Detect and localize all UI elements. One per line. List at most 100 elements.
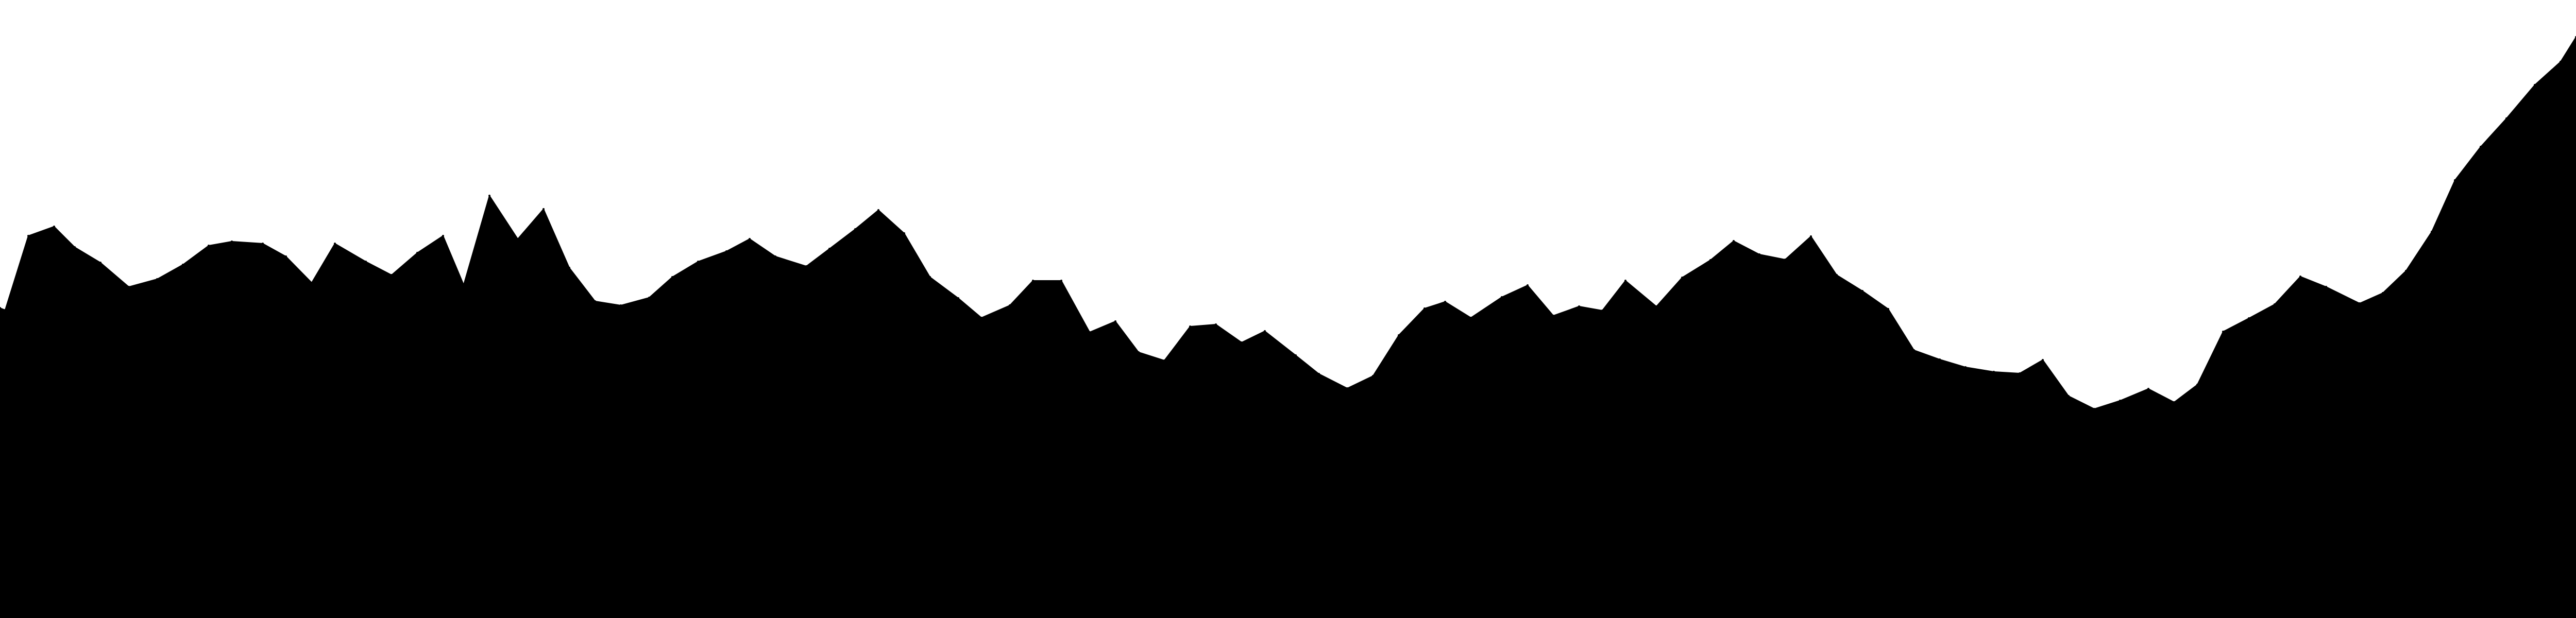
data-point-66 [1655,305,1657,307]
data-point-86 [2173,401,2175,403]
data-point-85 [2147,388,2149,390]
data-point-90 [2274,303,2276,305]
data-point-49 [1215,323,1217,325]
data-point-9 [182,264,184,266]
data-point-89 [2248,317,2250,319]
data-point-40 [980,317,982,319]
data-point-77 [1939,358,1941,360]
data-point-4 [53,226,55,228]
data-point-42 [1032,280,1034,282]
data-point-10 [208,245,210,247]
data-point-29 [697,261,699,263]
data-point-48 [1189,325,1191,328]
data-point-23 [543,208,545,210]
data-point-25 [594,300,596,302]
data-point-71 [1784,259,1786,261]
data-point-57 [1423,307,1426,310]
data-point-35 [854,228,856,230]
data-point-84 [2119,400,2121,402]
data-point-8 [156,278,158,280]
data-point-98 [2480,146,2482,148]
points-layer [0,36,2576,410]
data-point-17 [391,274,393,276]
data-point-44 [1089,331,1091,333]
data-point-68 [1709,259,1711,261]
data-point-55 [1372,375,1374,377]
data-point-41 [1009,304,1011,306]
data-point-22 [517,238,519,240]
data-point-47 [1163,359,1165,362]
data-point-100 [2534,84,2536,86]
data-point-46 [1138,351,1140,353]
data-point-60 [1501,296,1503,298]
data-point-24 [568,267,570,269]
data-point-18 [416,252,418,254]
data-point-70 [1758,253,1760,255]
data-point-39 [957,297,959,299]
data-point-56 [1398,334,1400,336]
data-point-21 [488,195,490,197]
data-point-36 [877,209,879,211]
data-point-69 [1733,240,1735,242]
data-point-73 [1836,274,1838,276]
data-point-83 [2093,408,2095,410]
data-point-1 [0,307,1,309]
data-point-12 [262,243,264,245]
data-point-13 [285,255,287,258]
data-point-38 [929,276,931,278]
data-point-52 [1295,354,1297,356]
data-point-45 [1114,320,1116,322]
data-point-78 [1964,366,1967,368]
data-point-101 [2560,61,2562,63]
data-point-93 [2359,302,2361,304]
data-point-63 [1578,305,1580,307]
data-point-32 [774,255,776,258]
data-point-33 [805,265,807,267]
data-point-74 [1861,290,1863,292]
data-point-58 [1444,301,1446,303]
data-point-54 [1346,387,1348,389]
data-point-59 [1470,317,1472,319]
data-point-15 [334,243,336,245]
data-point-51 [1264,330,1266,332]
data-point-94 [2382,292,2384,294]
data-point-97 [2454,179,2456,181]
data-point-30 [725,250,727,252]
data-point-64 [1601,310,1603,312]
data-point-2 [4,309,6,311]
series-layer [0,37,2576,618]
data-point-75 [1887,308,1889,310]
data-point-14 [311,282,313,284]
data-point-62 [1552,315,1554,317]
data-point-76 [1913,349,1915,351]
data-point-43 [1060,280,1062,282]
data-point-81 [2042,359,2044,361]
data-point-50 [1241,341,1243,344]
data-point-34 [828,248,831,250]
data-point-61 [1527,284,1529,286]
data-point-65 [1624,280,1626,282]
data-point-79 [1993,371,1995,373]
data-point-20 [463,284,465,286]
data-point-31 [749,238,751,240]
data-point-37 [903,232,905,234]
data-point-99 [2505,117,2507,119]
data-point-11 [231,241,233,243]
data-point-96 [2431,231,2433,233]
data-point-95 [2405,270,2407,272]
area-series-profile [0,37,2576,618]
data-point-91 [2299,276,2301,278]
data-point-27 [648,297,650,299]
data-point-5 [74,246,76,248]
data-point-3 [27,235,29,237]
data-point-19 [442,235,444,237]
data-point-80 [2019,372,2021,374]
data-point-88 [2222,331,2224,333]
data-point-92 [2325,286,2327,288]
data-point-53 [1318,373,1320,375]
data-point-6 [99,262,101,264]
data-point-28 [671,276,673,278]
data-point-67 [1681,277,1683,279]
data-point-82 [2067,395,2070,397]
